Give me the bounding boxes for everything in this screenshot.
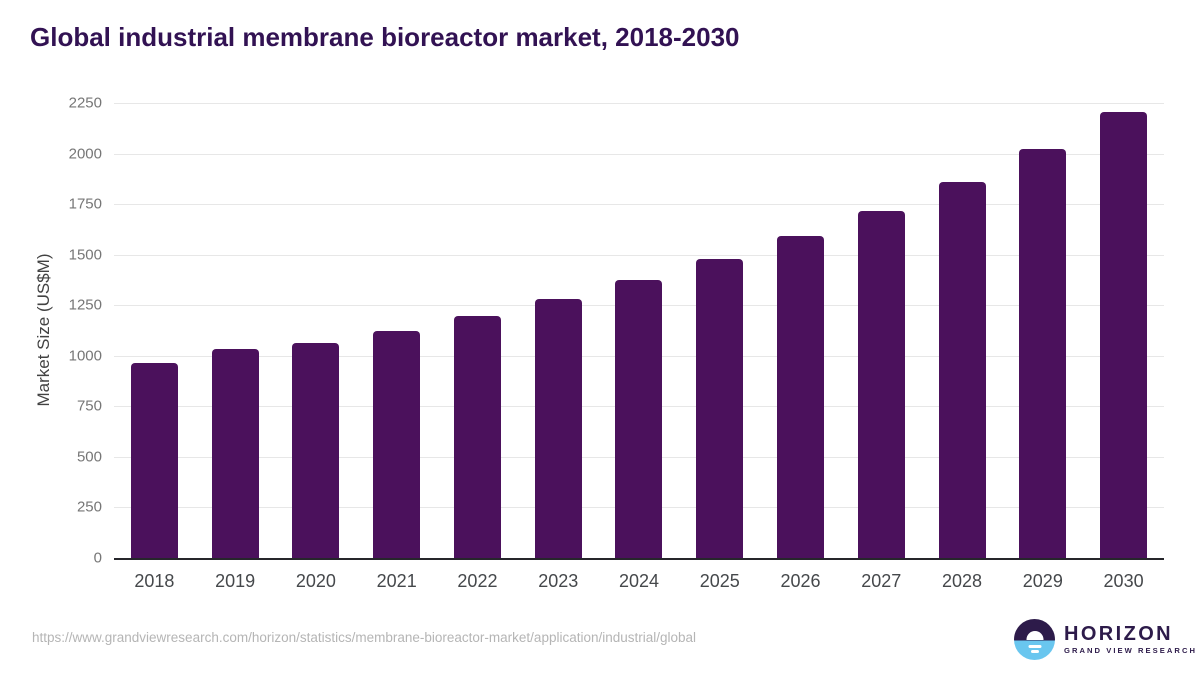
bar-cell-2026 bbox=[760, 103, 841, 558]
y-tick-label: 1750 bbox=[68, 195, 102, 213]
x-tick-label-2020: 2020 bbox=[295, 571, 336, 591]
chart-title: Global industrial membrane bioreactor ma… bbox=[30, 22, 740, 52]
bar-cell-2029 bbox=[1002, 103, 1083, 558]
horizon-logo-icon bbox=[1014, 619, 1055, 660]
bar-cell-2023 bbox=[518, 103, 599, 558]
bar-2026 bbox=[777, 236, 824, 558]
y-tick-label: 750 bbox=[76, 397, 102, 415]
source-url: https://www.grandviewresearch.com/horizo… bbox=[32, 630, 697, 645]
x-tick-labels: 2018 2019 2020 2021 2022 2023 2024 2025 2026 2027… bbox=[114, 571, 1164, 591]
x-tick-label-2025: 2025 bbox=[699, 571, 740, 591]
plot-area: 0 250 500 750 1000 1250 1500 1750 2000 2250 bbox=[69, 96, 1164, 566]
bar-2030 bbox=[1100, 112, 1148, 558]
x-tick-label-2022: 2022 bbox=[457, 571, 498, 591]
bar-cell-2028 bbox=[922, 103, 1003, 558]
logo-text: HORIZON GRAND VIEW RESEARCH bbox=[1064, 624, 1197, 655]
x-tick-label-2026: 2026 bbox=[780, 571, 821, 591]
y-tick-label: 250 bbox=[76, 498, 102, 516]
x-tick-label-2030: 2030 bbox=[1103, 571, 1144, 591]
x-tick-label-2024: 2024 bbox=[618, 571, 659, 591]
bar-cell-2022 bbox=[437, 103, 518, 558]
gridline bbox=[114, 153, 1164, 155]
bar-2018 bbox=[130, 363, 178, 558]
bar-cell-2024 bbox=[599, 103, 680, 558]
gridline bbox=[114, 204, 1164, 206]
x-tick-label-2018: 2018 bbox=[134, 571, 175, 591]
y-tick-label: 0 bbox=[93, 549, 102, 567]
sun-reflection-icon bbox=[1028, 645, 1041, 648]
horizon-logo: HORIZON GRAND VIEW RESEARCH bbox=[1014, 619, 1197, 660]
bar-cell-2027 bbox=[841, 103, 922, 558]
logo-tagline: GRAND VIEW RESEARCH bbox=[1064, 646, 1198, 655]
x-tick-label-2029: 2029 bbox=[1022, 571, 1063, 591]
x-tick-label-2027: 2027 bbox=[861, 571, 902, 591]
bar-cell-2020 bbox=[276, 103, 357, 558]
bar-2019 bbox=[211, 349, 259, 558]
bar-cell-2021 bbox=[356, 103, 437, 558]
bar-2028 bbox=[938, 182, 986, 558]
y-axis-title: Market Size (US$M) bbox=[34, 253, 53, 407]
bar-2020 bbox=[292, 342, 340, 558]
gridline bbox=[114, 103, 1164, 104]
sun-reflection-icon-small bbox=[1030, 650, 1039, 653]
gridline bbox=[114, 254, 1164, 256]
bar-2029 bbox=[1019, 148, 1067, 558]
y-tick-label: 500 bbox=[76, 448, 102, 466]
bar-2025 bbox=[696, 258, 744, 558]
y-tick-label: 1250 bbox=[68, 296, 102, 314]
y-tick-label: 1000 bbox=[68, 347, 102, 365]
bar-2023 bbox=[534, 299, 582, 558]
bars-row bbox=[114, 103, 1164, 558]
bar-cell-2018 bbox=[114, 103, 195, 558]
x-tick-label-2021: 2021 bbox=[376, 571, 417, 591]
logo-brand-name: HORIZON bbox=[1064, 623, 1174, 645]
bar-2021 bbox=[373, 331, 421, 558]
x-tick-label-2028: 2028 bbox=[942, 571, 983, 591]
y-tick-label: 2250 bbox=[68, 94, 102, 112]
bar-cell-2019 bbox=[195, 103, 276, 558]
x-tick-label-2023: 2023 bbox=[538, 571, 579, 591]
bar-2022 bbox=[453, 316, 501, 558]
x-tick-label-2019: 2019 bbox=[215, 571, 256, 591]
y-tick-label: 2000 bbox=[68, 145, 102, 163]
sun-horizon-icon bbox=[1026, 631, 1043, 641]
y-tick-label: 1500 bbox=[68, 246, 102, 264]
bar-2024 bbox=[615, 280, 663, 558]
bar-2027 bbox=[857, 211, 905, 558]
bar-cell-2025 bbox=[679, 103, 760, 558]
bar-cell-2030 bbox=[1083, 103, 1164, 558]
